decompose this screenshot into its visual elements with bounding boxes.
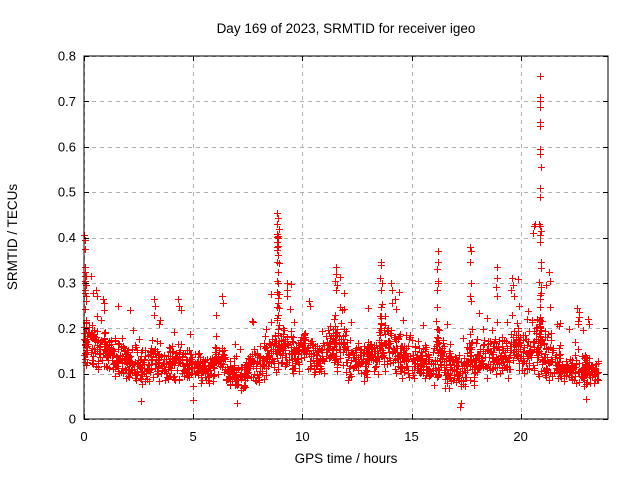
y-tick-label: 0.4 — [58, 230, 76, 245]
x-tick-label: 10 — [295, 429, 309, 444]
y-axis-label: SRMTID / TECUs — [5, 184, 20, 291]
x-tick-label: 0 — [80, 429, 87, 444]
y-tick-label: 0.2 — [58, 321, 76, 336]
y-tick-label: 0.1 — [58, 366, 76, 381]
y-tick-label: 0.6 — [58, 139, 76, 154]
x-tick-label: 15 — [404, 429, 418, 444]
plot-border — [83, 55, 609, 420]
x-tick-label: 20 — [513, 429, 527, 444]
y-tick-label: 0.3 — [58, 275, 76, 290]
y-tick-label: 0 — [69, 412, 76, 427]
tick-marks-path — [84, 56, 608, 420]
axis-tick-marks — [84, 56, 608, 420]
y-tick-label: 0.7 — [58, 94, 76, 109]
axis-tick-labels: 0 5 10 15 20 0 0.1 0.2 0.3 0.4 0.5 0.6 0.7 0.8 — [58, 49, 528, 445]
x-tick-label: 5 — [190, 429, 197, 444]
chart-title: Day 169 of 2023, SRMTID for receiver ige… — [217, 21, 476, 36]
y-tick-label: 0.8 — [58, 49, 76, 64]
x-axis-label: GPS time / hours — [295, 451, 398, 466]
y-tick-label: 0.5 — [58, 185, 76, 200]
